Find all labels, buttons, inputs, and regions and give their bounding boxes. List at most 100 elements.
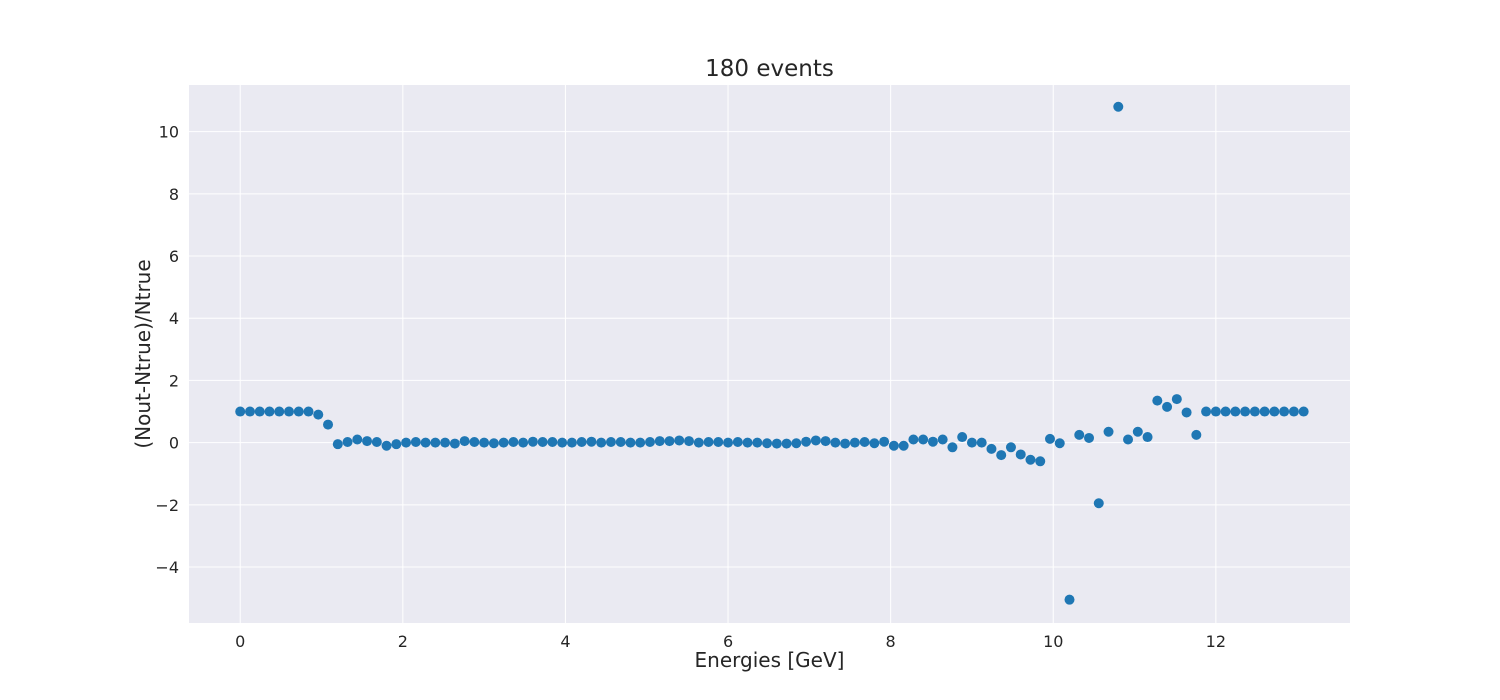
data-point — [479, 437, 490, 448]
data-point — [352, 434, 363, 445]
data-point — [1035, 456, 1046, 467]
data-point — [410, 437, 421, 448]
data-point — [996, 450, 1007, 461]
data-point — [1005, 442, 1016, 453]
data-point — [537, 437, 548, 448]
y-tick-label: 8 — [169, 185, 179, 204]
data-point — [703, 437, 714, 448]
data-point — [879, 436, 890, 447]
data-point — [342, 437, 353, 448]
data-point — [440, 437, 451, 448]
data-point — [869, 438, 880, 449]
chart-title: 180 events — [705, 56, 834, 82]
data-point — [908, 434, 919, 445]
data-point — [781, 438, 792, 449]
data-point — [430, 437, 441, 448]
data-point — [1259, 406, 1270, 417]
data-point — [625, 437, 636, 448]
data-point — [1279, 406, 1290, 417]
data-point — [518, 437, 529, 448]
data-point — [937, 434, 948, 445]
data-points — [235, 101, 1309, 605]
data-point — [1093, 498, 1104, 509]
data-point — [810, 435, 821, 446]
data-point — [654, 436, 665, 447]
data-point — [1044, 433, 1055, 444]
data-point — [264, 406, 275, 417]
x-tick-label: 8 — [886, 632, 896, 651]
data-point — [547, 437, 558, 448]
data-point — [566, 437, 577, 448]
data-point — [362, 436, 373, 447]
plot-area — [189, 85, 1350, 623]
data-point — [957, 432, 968, 443]
data-point — [771, 438, 782, 449]
data-point — [752, 437, 763, 448]
data-point — [1171, 394, 1182, 405]
data-point — [244, 406, 255, 417]
data-point — [1269, 406, 1280, 417]
data-point — [469, 437, 480, 448]
data-point — [488, 438, 499, 449]
data-point — [254, 406, 265, 417]
data-point — [1181, 407, 1192, 418]
data-point — [615, 437, 626, 448]
data-point — [898, 440, 909, 451]
data-point — [1191, 429, 1202, 440]
data-point — [605, 437, 616, 448]
x-tick-label: 10 — [1043, 632, 1063, 651]
data-point — [1132, 426, 1143, 437]
x-axis-label: Energies [GeV] — [695, 648, 845, 672]
data-point — [976, 437, 987, 448]
data-point — [1249, 406, 1260, 417]
data-point — [1240, 406, 1251, 417]
data-point — [1152, 395, 1163, 406]
data-point — [1113, 101, 1124, 112]
data-point — [1220, 406, 1231, 417]
x-tick-label: 0 — [235, 632, 245, 651]
data-point — [888, 440, 899, 451]
data-point — [1074, 429, 1085, 440]
data-point — [420, 437, 431, 448]
data-point — [498, 437, 509, 448]
data-point — [820, 436, 831, 447]
data-point — [732, 437, 743, 448]
data-point — [830, 437, 841, 448]
data-point — [449, 438, 460, 449]
data-point — [508, 437, 519, 448]
data-point — [381, 440, 392, 451]
data-point — [693, 437, 704, 448]
data-point — [1103, 426, 1114, 437]
data-point — [557, 437, 568, 448]
y-tick-label: 4 — [169, 309, 179, 328]
data-point — [235, 406, 246, 417]
data-point — [313, 409, 324, 420]
data-point — [1298, 406, 1309, 417]
data-point — [1025, 454, 1036, 465]
data-point — [723, 437, 734, 448]
data-point — [391, 439, 402, 450]
data-point — [1142, 432, 1153, 443]
data-point — [674, 435, 685, 446]
data-point — [801, 436, 812, 447]
x-tick-label: 2 — [398, 632, 408, 651]
data-point — [742, 437, 753, 448]
data-point — [947, 442, 958, 453]
data-point — [1054, 438, 1065, 449]
data-point — [840, 438, 851, 449]
y-axis-label: (Nout-Ntrue)/Ntrue — [131, 259, 155, 448]
data-point — [1162, 401, 1173, 412]
data-point — [459, 436, 470, 447]
data-point — [293, 406, 304, 417]
x-tick-label: 4 — [560, 632, 570, 651]
data-point — [284, 406, 295, 417]
y-tick-label: 0 — [169, 434, 179, 453]
data-point — [791, 438, 802, 449]
data-point — [303, 406, 314, 417]
data-point — [586, 436, 597, 447]
data-point — [635, 437, 646, 448]
data-point — [401, 437, 412, 448]
y-tick-label: −2 — [155, 496, 179, 515]
data-point — [1123, 434, 1134, 445]
